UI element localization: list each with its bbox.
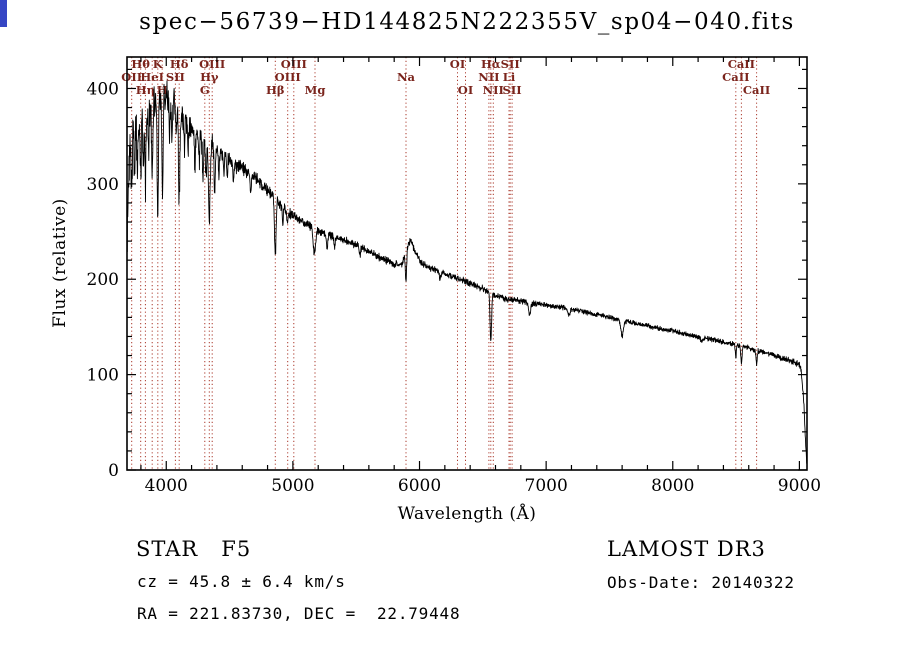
line-label: CaII: [722, 70, 749, 84]
line-label: Hδ: [170, 57, 189, 71]
line-label: Li: [503, 70, 516, 84]
survey-label: LAMOST DR3: [607, 537, 766, 561]
y-axis-title: Flux (relative): [50, 198, 70, 328]
line-label: OI: [458, 83, 473, 97]
line-label: K: [153, 57, 164, 71]
object-classification-label: STAR F5: [136, 537, 252, 561]
x-tick-label: 7000: [525, 476, 568, 496]
line-label: G: [200, 83, 210, 97]
line-label: CaII: [728, 57, 755, 71]
line-label: Mg: [305, 83, 326, 97]
plot-title: spec−56739−HD144825N222355V_sp04−040.fit…: [139, 9, 795, 35]
line-label: Na: [397, 70, 416, 84]
spectral-line-markers: OIIHθHηHeIKHSIIHδGHγOIIIHβOIIIOIIIMgNaOI…: [121, 57, 770, 470]
line-label: CaII: [743, 83, 770, 97]
x-axis-title: Wavelength (Å): [397, 504, 537, 524]
line-label: H: [157, 83, 168, 97]
line-label: OIII: [281, 57, 307, 71]
line-label: NII: [478, 70, 499, 84]
line-label: HeI: [140, 70, 164, 84]
x-tick-label: 5000: [271, 476, 314, 496]
line-label: Hβ: [266, 83, 285, 97]
spectrum-line: [126, 80, 808, 464]
x-tick-label: 9000: [778, 476, 821, 496]
x-tick-label: 8000: [651, 476, 694, 496]
y-tick-label: 300: [87, 175, 119, 195]
line-label: SII: [166, 70, 185, 84]
plot-axes: 4000 5000 6000 7000 8000 9000 0 100 200 300 400: [87, 56, 821, 496]
cz-velocity-label: cz = 45.8 ± 6.4 km/s: [137, 572, 346, 591]
window-corner-accent: [0, 0, 7, 27]
y-tick-label: 200: [87, 270, 119, 290]
x-tick-label: 6000: [398, 476, 441, 496]
line-label: Hγ: [200, 70, 219, 84]
y-tick-label: 100: [87, 366, 119, 386]
line-label: Hα: [481, 57, 501, 71]
line-label: OIII: [199, 57, 225, 71]
ra-dec-label: RA = 221.83730, DEC = 22.79448: [137, 604, 461, 623]
y-tick-label: 0: [108, 461, 119, 481]
line-label: SII: [501, 57, 520, 71]
line-label: NII: [483, 83, 504, 97]
obs-date-label: Obs-Date: 20140322: [607, 573, 795, 592]
line-label: Hθ: [131, 57, 150, 71]
line-label: OII: [121, 70, 142, 84]
plot-frame: [126, 56, 808, 471]
x-tick-label: 4000: [145, 476, 188, 496]
line-label: OIII: [275, 70, 301, 84]
line-label: OI: [450, 57, 465, 71]
y-tick-label: 400: [87, 79, 119, 99]
spectrum-trace: [126, 80, 808, 464]
line-label: Hη: [136, 83, 155, 97]
line-label: SII: [503, 83, 522, 97]
